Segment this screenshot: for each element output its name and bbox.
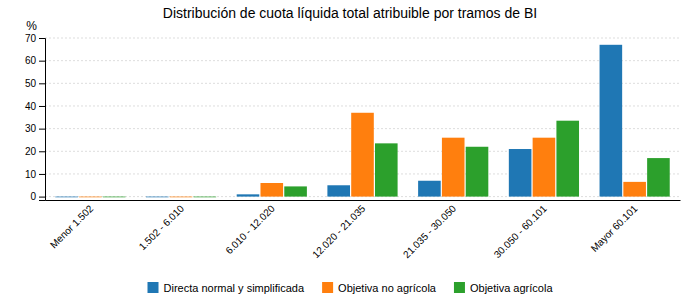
bar [600, 45, 623, 197]
x-tick-label: Mayor 60.101 [589, 203, 640, 254]
bar [103, 196, 126, 198]
y-tick-mark [39, 197, 45, 198]
x-tick-label: 6.010 - 12.020 [223, 203, 277, 257]
bar [466, 147, 489, 197]
y-tick: 40 [25, 101, 45, 112]
bar [55, 196, 78, 198]
bar [284, 186, 307, 196]
y-tick-mark [39, 106, 45, 107]
grid-line [45, 60, 680, 61]
bar [351, 113, 374, 197]
title: Distribución de cuota líquida total atri… [163, 5, 537, 21]
bar [509, 149, 532, 197]
legend-swatch [148, 282, 159, 293]
grid-line [45, 83, 680, 84]
y-tick-label: 30 [25, 123, 37, 134]
x-axis-line [46, 200, 681, 201]
y-tick: 10 [25, 169, 45, 180]
legend-label: Objetiva no agrícola [338, 282, 437, 294]
x-tick-label: 30.050 - 60.101 [492, 203, 550, 261]
series [55, 45, 622, 197]
x-axis: Menor 1.502 1.502 - 6.010 6.010 - 12.020 12… [46, 201, 681, 261]
x-tick: 21.035 - 30.050 [401, 203, 459, 261]
bar [237, 194, 260, 196]
y-tick-label: 70 [25, 33, 37, 44]
y-tick: 60 [25, 55, 45, 66]
bar [260, 183, 283, 197]
bars [55, 45, 669, 197]
y-tick-label: 60 [25, 55, 37, 66]
legend-item: Directa normal y simplificada [148, 282, 305, 294]
legend-label: Objetiva agrícola [470, 282, 553, 294]
y-tick-mark [39, 83, 45, 84]
y-tick-mark [39, 61, 45, 62]
y-tick-label: 10 [25, 169, 37, 180]
x-tick-label: 1.502 - 6.010 [137, 203, 187, 253]
y-axis-label: % [26, 19, 37, 33]
bar [647, 158, 670, 197]
bar [623, 182, 646, 197]
chart: Distribución de cuota líquida total atri… [0, 0, 700, 300]
y-tick-label: 50 [25, 78, 37, 89]
series [79, 113, 646, 198]
y-tick-mark [39, 151, 45, 152]
legend-item: Objetiva no agrícola [322, 282, 437, 294]
y-axis-line [39, 39, 46, 201]
bar [79, 196, 102, 198]
x-tick: 6.010 - 12.020 [223, 203, 277, 257]
bar [442, 138, 465, 197]
legend-swatch [322, 282, 333, 293]
bar [418, 181, 441, 197]
y-axis: 0 10 20 30 40 50 60 70 [25, 33, 46, 203]
y-tick: 0 [30, 191, 45, 202]
grid-line [45, 38, 680, 39]
bar [170, 196, 193, 198]
y-tick: 30 [25, 123, 45, 134]
x-tick-label: 12.020 - 21.035 [310, 203, 368, 261]
x-tick: 12.020 - 21.035 [310, 203, 368, 261]
x-tick: Menor 1.502 [48, 203, 96, 251]
x-tick: 1.502 - 6.010 [137, 203, 187, 253]
x-tick-label: 21.035 - 30.050 [401, 203, 459, 261]
y-tick-label: 0 [30, 191, 36, 202]
y-tick-mark [39, 129, 45, 130]
plot: 0 10 20 30 40 50 60 70% Menor 1.502 1.502 - 6.010… [25, 19, 681, 260]
y-tick-label: 20 [25, 146, 37, 157]
grid [45, 38, 680, 197]
y-tick-mark [39, 38, 45, 39]
x-tick: Mayor 60.101 [589, 203, 640, 254]
legend-swatch [454, 282, 465, 293]
y-tick: 70 [25, 33, 45, 44]
x-tick-label: Menor 1.502 [48, 203, 96, 251]
legend-label: Directa normal y simplificada [164, 282, 305, 294]
series [103, 121, 670, 198]
bar [194, 196, 217, 198]
bar [375, 143, 398, 196]
x-tick: 30.050 - 60.101 [492, 203, 550, 261]
y-tick-label: 40 [25, 101, 37, 112]
legend-item: Objetiva agrícola [454, 282, 553, 294]
bar [327, 185, 350, 196]
legend: Directa normal y simplificada Objetiva no… [148, 282, 554, 294]
bar [146, 196, 169, 198]
y-tick-mark [39, 174, 45, 175]
y-tick: 20 [25, 146, 45, 157]
bar [556, 121, 579, 197]
bar [533, 138, 556, 197]
grid-line [45, 105, 680, 106]
y-tick: 50 [25, 78, 45, 89]
